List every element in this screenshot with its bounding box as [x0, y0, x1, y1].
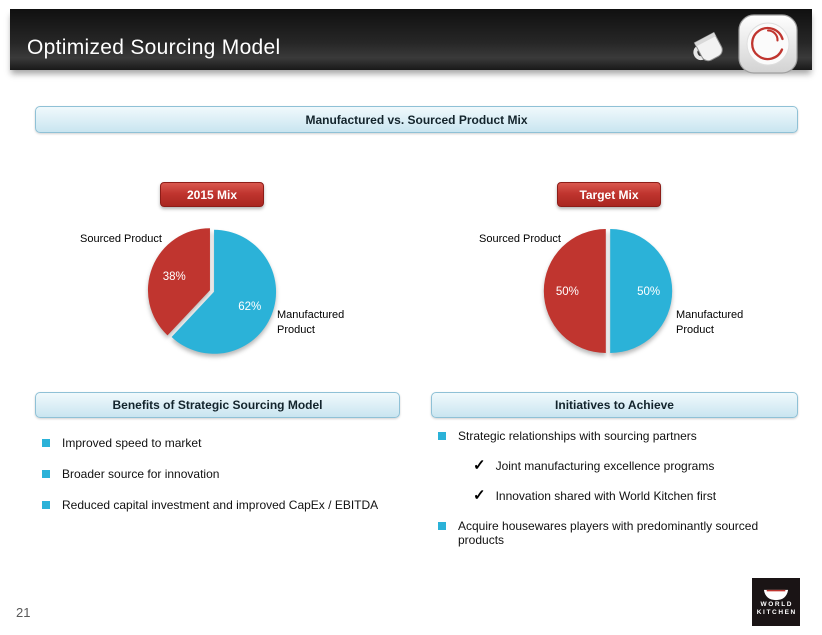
main-banner: Manufactured vs. Sourced Product Mix [35, 106, 798, 133]
chart-target-mix-label: Target Mix [557, 182, 661, 207]
list-item: Acquire housewares players with predomin… [438, 519, 800, 547]
pie-slice [610, 229, 673, 353]
page-number: 21 [16, 605, 31, 620]
sourced-product-label: Sourced Product [80, 233, 162, 245]
slide-title: Optimized Sourcing Model [27, 36, 281, 59]
logo-text-line1: WORLD [760, 600, 794, 608]
square-bullet-icon [438, 522, 446, 530]
list-item: Strategic relationships with sourcing pa… [438, 429, 800, 443]
initiatives-header-text: Initiatives to Achieve [555, 398, 674, 412]
callout-line: Manufactured [277, 309, 345, 321]
list-item: Reduced capital investment and improved … [42, 498, 402, 512]
pie-slice-label: 50% [556, 286, 579, 298]
list-item: ✓ Innovation shared with World Kitchen f… [438, 487, 800, 504]
check-icon: ✓ [473, 457, 486, 474]
benefits-header-text: Benefits of Strategic Sourcing Model [112, 398, 323, 412]
world-kitchen-logo: WORLD KITCHEN [752, 578, 800, 626]
list-item-text: Joint manufacturing excellence programs [495, 459, 715, 473]
sourced-product-label: Sourced Product [479, 233, 561, 245]
square-bullet-icon [42, 470, 50, 478]
pie-chart-target-mix: 50% 50% [543, 229, 673, 353]
list-item-text: Strategic relationships with sourcing pa… [458, 429, 697, 443]
square-bullet-icon [438, 432, 446, 440]
plate-icon [738, 14, 798, 74]
pie-slice-label: 38% [163, 271, 186, 283]
main-banner-title: Manufactured vs. Sourced Product Mix [305, 112, 528, 127]
list-item: Broader source for innovation [42, 467, 402, 481]
pie-slice-label: 50% [637, 286, 660, 298]
chip-text: Target Mix [579, 187, 639, 202]
list-item-text: Broader source for innovation [62, 467, 220, 481]
pie-slice [543, 229, 606, 353]
list-item-text: Reduced capital investment and improved … [62, 498, 379, 512]
chart-2015-mix-label: 2015 Mix [160, 182, 264, 207]
list-item-text: Acquire housewares players with predomin… [458, 519, 759, 547]
benefits-list: Improved speed to market Broader source … [42, 436, 402, 529]
check-icon: ✓ [473, 487, 486, 504]
manufactured-product-label: Manufactured Product [676, 308, 743, 338]
callout-line: Product [277, 324, 315, 336]
slide-header: Optimized Sourcing Model [10, 9, 812, 74]
list-item-text: Improved speed to market [62, 436, 202, 450]
logo-text-line2: KITCHEN [756, 608, 797, 616]
initiatives-header: Initiatives to Achieve [431, 392, 798, 418]
bowl-icon [763, 589, 789, 600]
pie-chart-2015-mix: 62% 38% [147, 228, 277, 354]
list-item-text: Innovation shared with World Kitchen fir… [495, 489, 717, 503]
list-item: Improved speed to market [42, 436, 402, 450]
benefits-header: Benefits of Strategic Sourcing Model [35, 392, 400, 418]
square-bullet-icon [42, 501, 50, 509]
pie-slice-label: 62% [238, 301, 261, 313]
mug-icon [693, 31, 723, 62]
initiatives-list: Strategic relationships with sourcing pa… [438, 429, 800, 563]
pie-slice [171, 229, 277, 354]
list-item: ✓ Joint manufacturing excellence program… [438, 457, 800, 474]
callout-line: Manufactured [676, 309, 744, 321]
square-bullet-icon [42, 439, 50, 447]
pie-slice [147, 228, 210, 336]
callout-line: Product [676, 324, 714, 336]
manufactured-product-label: Manufactured Product [277, 308, 344, 338]
chip-text: 2015 Mix [186, 187, 238, 202]
